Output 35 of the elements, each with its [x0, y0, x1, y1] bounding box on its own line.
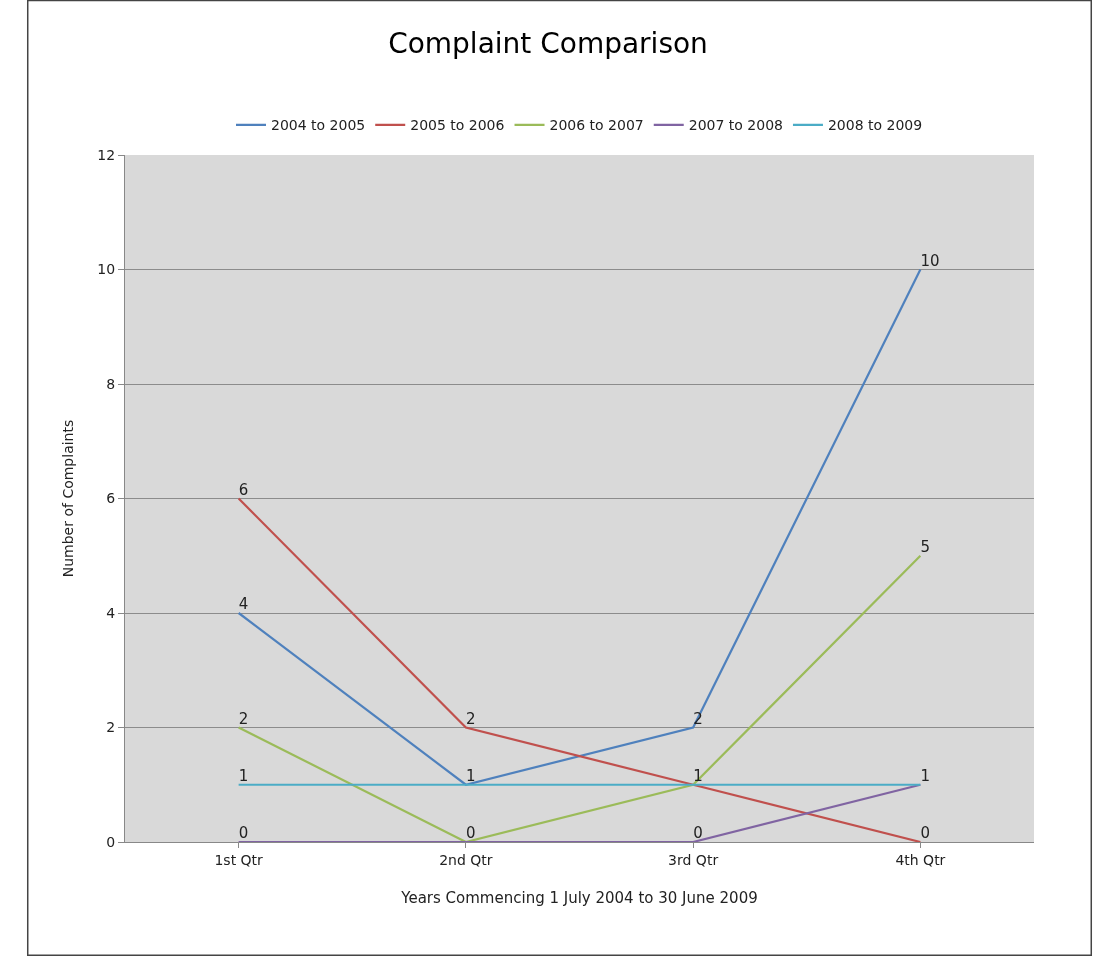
data-label: 0: [465, 824, 476, 843]
data-label: 4: [238, 595, 249, 614]
y-tick-label: 6: [106, 490, 116, 507]
data-label: 10: [920, 251, 940, 270]
line-series: [237, 268, 922, 786]
y-tick-label: 8: [106, 375, 116, 392]
x-tick-label: 4th Qtr: [895, 851, 946, 868]
data-label: 1: [238, 767, 249, 785]
data-label: 0: [693, 824, 703, 843]
data-label: 0: [920, 824, 930, 843]
y-tick-label: 0: [106, 833, 116, 850]
x-tick-label: 2nd Qtr: [439, 851, 493, 868]
line-series: [237, 497, 922, 842]
data-label: 1: [465, 767, 476, 785]
y-tick-label: 10: [97, 261, 116, 278]
y-axis-title: Number of Complaints: [59, 419, 76, 578]
legend-label: 2005 to 2006: [410, 117, 505, 134]
y-tick-label: 4: [106, 604, 116, 621]
y-tick-label: 2: [106, 719, 116, 736]
line-series: [237, 554, 922, 842]
chart-title: Complaint Comparison: [388, 27, 708, 61]
x-axis-title: Years Commencing 1 July 2004 to 30 June 2009: [400, 888, 758, 907]
legend-label: 2004 to 2005: [271, 117, 366, 134]
x-tick-label: 3rd Qtr: [668, 851, 719, 868]
data-label: 0: [238, 824, 249, 843]
legend-label: 2007 to 2008: [688, 117, 783, 134]
legend-label: 2008 to 2009: [827, 117, 923, 134]
data-label: 2: [238, 709, 249, 728]
y-tick-label: 12: [97, 146, 116, 163]
x-tick-label: 1st Qtr: [214, 851, 264, 868]
legend-label: 2006 to 2007: [549, 117, 644, 134]
data-label: 1: [920, 767, 930, 785]
data-label: 6: [238, 480, 249, 499]
data-label: 2: [465, 709, 476, 728]
data-label: 5: [920, 538, 930, 556]
